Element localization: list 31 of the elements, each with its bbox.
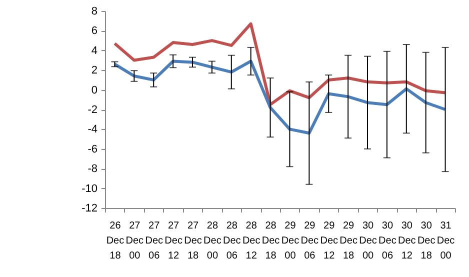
x-tick-label: 30 Dec 12 [398,220,416,262]
y-tick-label: 0 [91,84,98,96]
y-tick-label: -12 [82,202,98,214]
x-tick-label: 30 Dec 06 [378,220,396,262]
x-tick-label: 29 Dec 00 [281,220,300,262]
x-tick-label: 26 Dec 18 [106,220,124,262]
x-tick-label: 28 Dec 06 [222,220,241,262]
x-tick-label: 28 Dec 12 [242,220,260,262]
x-tick-label: 28 Dec 18 [262,220,280,262]
x-tick-label: 29 Dec 12 [320,220,338,262]
x-tick-label: 30 Dec 00 [359,220,377,262]
x-tick-label: 27 Dec 00 [126,220,144,262]
x-tick-label: 27 Dec 12 [164,220,182,262]
y-tick-label: 8 [91,6,98,18]
y-tick-label: 6 [91,25,98,38]
x-tick-label: 30 Dec 18 [417,220,436,262]
line-series [113,22,447,106]
y-tick-label: -10 [82,182,98,195]
x-tick-label: 29 Dec 06 [300,220,319,262]
y-tick-label: -2 [88,104,98,116]
line-series [113,60,447,135]
y-tick-label: -4 [88,124,98,136]
y-tick-label: -6 [88,143,98,156]
x-tick-label: 27 Dec 06 [145,220,164,262]
x-tick-label: 27 Dec 18 [184,220,202,262]
x-tick-label: 29 Dec 18 [340,220,358,262]
y-tick-label: 2 [91,64,98,77]
y-tick-label: 4 [91,44,98,57]
y-tick-label: -8 [88,163,98,176]
x-tick-label: 31 Dec 00 [436,220,455,262]
x-tick-label: 28 Dec 00 [204,220,222,262]
